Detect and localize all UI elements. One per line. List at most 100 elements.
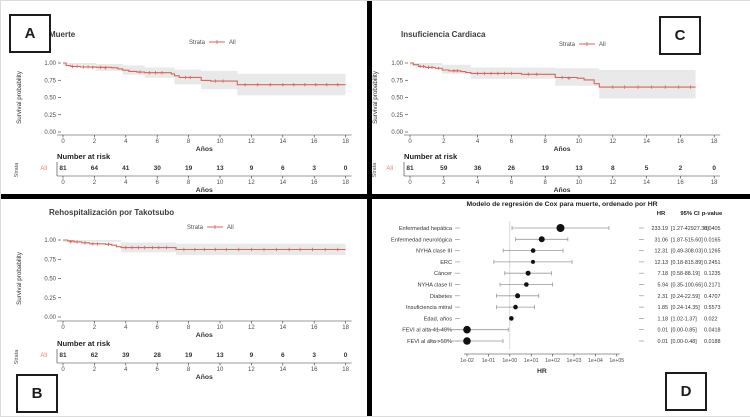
svg-text:10: 10 <box>576 180 583 186</box>
table-hr-value: 2.31 <box>658 294 669 300</box>
svg-text:0: 0 <box>408 139 412 145</box>
svg-text:0.00: 0.00 <box>44 315 56 321</box>
table-p-value: 0.4707 <box>704 294 721 300</box>
svg-text:6: 6 <box>510 139 514 145</box>
svg-text:16: 16 <box>311 139 318 145</box>
hr-point <box>463 337 471 345</box>
y-axis-label: Survival probability <box>16 70 23 124</box>
risk-count: 6 <box>281 165 285 172</box>
hr-point <box>525 270 531 276</box>
svg-text:10: 10 <box>217 139 224 145</box>
svg-text:14: 14 <box>279 367 286 373</box>
risk-table-title: Number at risk <box>57 152 111 161</box>
risk-count: 0 <box>344 352 348 359</box>
y-axis-label: Survival probability <box>16 251 23 305</box>
svg-text:8: 8 <box>544 139 548 145</box>
hr-point <box>530 259 535 264</box>
survival-curve <box>410 62 696 88</box>
risk-count: 30 <box>154 165 162 172</box>
svg-text:18: 18 <box>711 180 718 186</box>
hr-point <box>463 325 471 334</box>
panel-label-box-c: C <box>659 16 701 55</box>
risk-count: 26 <box>508 165 516 172</box>
forest-row-label: Enfermedad neurológica <box>391 237 453 243</box>
divider-vertical <box>367 1 372 416</box>
table-p-value: 0.5573 <box>704 305 721 311</box>
risk-count: 19 <box>185 165 193 172</box>
svg-text:0.00: 0.00 <box>391 130 403 136</box>
table-header-p: p-value <box>702 211 723 217</box>
forest-title: Modelo de regresión de Cox para muerte, … <box>466 201 657 208</box>
table-p-value: 0.2451 <box>704 260 721 266</box>
censor-marks <box>69 240 340 252</box>
risk-x-axis-label: Años <box>196 187 213 194</box>
table-ci-value: [0.18-815.89] <box>671 260 703 266</box>
svg-text:16: 16 <box>677 180 684 186</box>
risk-count: 19 <box>185 352 193 359</box>
svg-text:4: 4 <box>476 180 480 186</box>
svg-text:6: 6 <box>156 325 160 331</box>
svg-text:18: 18 <box>711 139 718 145</box>
table-p-value: 0.2171 <box>704 283 721 289</box>
svg-text:0.50: 0.50 <box>391 96 403 102</box>
svg-text:1e+01: 1e+01 <box>524 358 539 364</box>
risk-count: 3 <box>312 165 316 172</box>
risk-count: 13 <box>575 165 583 172</box>
svg-text:16: 16 <box>311 325 318 331</box>
table-header-hr: HR <box>657 211 666 217</box>
svg-text:18: 18 <box>342 367 349 373</box>
risk-count: 9 <box>250 165 254 172</box>
table-p-value: 0.1265 <box>704 249 721 255</box>
legend-plus-marker <box>213 225 217 229</box>
panel-b-survival-plot-rehospitalizacion: Rehospitalización por Takotsubo Strata All… <box>14 208 352 381</box>
x-axis-label: Años <box>554 146 571 153</box>
svg-text:12: 12 <box>609 180 616 186</box>
svg-text:0.75: 0.75 <box>391 78 403 84</box>
legend-plus-marker <box>585 42 589 46</box>
svg-text:1e-01: 1e-01 <box>482 358 496 364</box>
svg-text:12: 12 <box>248 325 255 331</box>
svg-text:0.50: 0.50 <box>44 96 56 102</box>
table-hr-value: 0.01 <box>658 339 669 345</box>
svg-text:8: 8 <box>187 139 191 145</box>
svg-text:0: 0 <box>61 367 65 373</box>
hr-point <box>556 224 565 232</box>
svg-text:10: 10 <box>217 325 224 331</box>
forest-x-axis-label: HR <box>537 368 547 375</box>
panel-letter-d: D <box>680 383 692 400</box>
forest-row-label: Enfermedad hepática <box>399 226 453 232</box>
panel-label-box-b: B <box>16 374 58 413</box>
risk-count: 5 <box>645 165 649 172</box>
svg-text:0: 0 <box>61 325 65 331</box>
svg-text:1e+02: 1e+02 <box>545 358 560 364</box>
table-hr-value: 7.18 <box>658 271 669 277</box>
risk-series-label: All <box>40 166 47 172</box>
svg-text:14: 14 <box>279 325 286 331</box>
forest-row-label: FEVI al alta 41-49% <box>402 328 452 334</box>
risk-count: 41 <box>122 165 130 172</box>
hr-point <box>530 248 536 253</box>
table-ci-value: [1.87-515.60] <box>671 237 703 243</box>
forest-row-label: Diabetes <box>430 294 452 300</box>
table-header-ci: 95% CI <box>680 211 700 217</box>
svg-text:1.00: 1.00 <box>44 61 56 67</box>
legend-series-label: All <box>599 42 606 48</box>
risk-count: 0 <box>344 165 348 172</box>
risk-axis-label: Strata <box>14 162 20 178</box>
svg-text:0.25: 0.25 <box>44 113 56 119</box>
risk-count: 28 <box>154 352 162 359</box>
svg-text:10: 10 <box>576 139 583 145</box>
svg-text:8: 8 <box>187 180 191 186</box>
hr-point <box>515 293 521 299</box>
risk-count: 0 <box>712 165 716 172</box>
svg-text:12: 12 <box>248 367 255 373</box>
svg-text:14: 14 <box>279 139 286 145</box>
risk-count: 6 <box>281 352 285 359</box>
legend-series-label: All <box>227 225 234 231</box>
forest-row-label: Cáncer <box>434 271 452 277</box>
svg-text:4: 4 <box>476 139 480 145</box>
hr-point <box>524 282 529 287</box>
svg-text:4: 4 <box>124 180 128 186</box>
legend-strata-label: Strata <box>559 42 576 48</box>
table-p-value: 0.022 <box>704 316 718 322</box>
